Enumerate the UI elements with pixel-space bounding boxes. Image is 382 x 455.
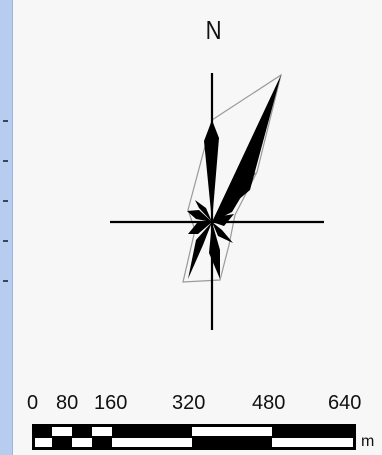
scale-bar <box>32 424 356 450</box>
strip-tick <box>3 240 8 242</box>
side-panel-strip <box>0 0 13 455</box>
strip-tick <box>3 280 8 282</box>
petal-s <box>209 222 220 279</box>
petal-ene <box>212 172 256 222</box>
scale-tick-label: 80 <box>56 392 79 414</box>
wind-rose <box>110 73 324 330</box>
scale-cell <box>112 438 192 447</box>
strip-tick <box>3 160 8 162</box>
petal-w <box>187 210 212 222</box>
scale-cell <box>35 438 52 447</box>
scale-tick-label: 160 <box>94 392 128 414</box>
scale-cell <box>272 438 353 447</box>
rose-envelope <box>182 73 282 283</box>
petal-sw <box>188 222 212 234</box>
strip-tick <box>3 120 8 122</box>
scale-tick-label: 0 <box>27 392 39 414</box>
scale-tick-label: 480 <box>252 392 286 414</box>
petal-ne <box>212 75 281 222</box>
strip-tick <box>3 200 8 202</box>
scale-cell <box>52 427 72 436</box>
north-arrow-label: N <box>205 15 223 45</box>
scale-cell <box>92 427 112 436</box>
scale-labels: 0 80 160 320 480 640 <box>0 392 382 416</box>
petal-se <box>212 222 233 243</box>
scale-cell <box>192 427 272 436</box>
scale-tick-label: 320 <box>172 392 206 414</box>
petal-e <box>212 214 234 226</box>
petal-nne <box>204 120 219 222</box>
petal-ssw <box>188 222 212 279</box>
scale-unit: m <box>361 433 375 450</box>
scale-tick-label: 640 <box>328 392 362 414</box>
petal-nw <box>195 200 212 222</box>
scale-cell <box>72 438 92 447</box>
